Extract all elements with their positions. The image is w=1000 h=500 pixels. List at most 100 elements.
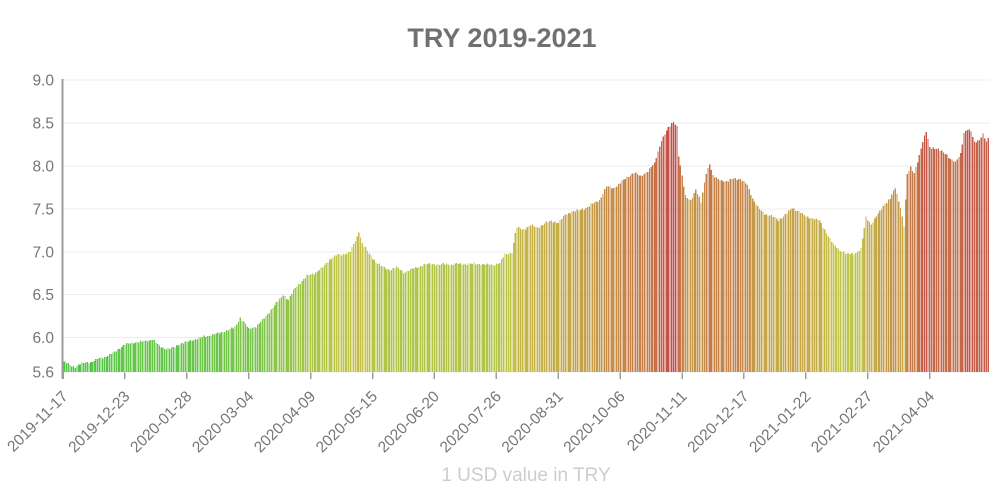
bar (801, 212, 804, 372)
bar (542, 224, 544, 372)
bar (794, 210, 797, 372)
bar (918, 155, 921, 372)
bar (714, 177, 716, 372)
bar (635, 172, 637, 372)
bar (435, 265, 437, 372)
bar (88, 363, 90, 372)
bar (296, 286, 298, 372)
bar (377, 264, 379, 372)
bar (347, 251, 350, 372)
bar (965, 131, 967, 372)
bar (650, 167, 652, 372)
bar (879, 210, 881, 372)
bar (308, 275, 310, 372)
bar (776, 218, 778, 372)
bar (81, 362, 83, 372)
bar (463, 264, 465, 372)
bar (366, 250, 369, 372)
bar (549, 220, 551, 372)
bar (693, 192, 695, 372)
bar (217, 332, 219, 372)
bar (652, 164, 654, 372)
bar (506, 254, 508, 372)
bar (425, 264, 427, 372)
axes (61, 79, 931, 379)
bar (427, 263, 429, 372)
bar (731, 179, 733, 372)
bar (263, 318, 265, 372)
bar (468, 263, 470, 372)
bar (452, 265, 455, 372)
bar (430, 264, 432, 372)
bar (891, 194, 893, 372)
bar (762, 212, 764, 372)
bar (249, 328, 252, 372)
bar (781, 218, 783, 372)
bar (984, 138, 986, 372)
bar (602, 194, 604, 372)
bar (490, 264, 492, 372)
bar (977, 140, 979, 372)
bar (843, 251, 845, 372)
bar (628, 176, 630, 372)
bar (676, 126, 678, 372)
bar (514, 233, 516, 372)
bar (985, 141, 988, 372)
bar (172, 347, 174, 372)
bar (444, 264, 446, 372)
bar (564, 214, 566, 372)
bar (745, 183, 747, 372)
bar (373, 259, 375, 372)
bar (256, 324, 259, 372)
bar (616, 186, 618, 372)
bar (375, 262, 377, 372)
bar (561, 218, 563, 372)
bar (72, 366, 75, 372)
bar (225, 330, 228, 372)
bar (456, 263, 458, 372)
bar (636, 174, 639, 372)
y-axis-label: 6.0 (32, 330, 54, 347)
bar (958, 156, 960, 372)
bar (344, 254, 346, 372)
bar (806, 216, 809, 372)
bar (786, 213, 788, 372)
bar (844, 253, 847, 372)
bar (298, 284, 300, 372)
x-axis-label: 2019-12-23 (65, 388, 133, 456)
bar (927, 139, 929, 372)
bar (86, 362, 88, 372)
bar (384, 267, 386, 372)
bar (604, 189, 606, 372)
bar (791, 208, 793, 372)
bar (201, 337, 204, 372)
bar (318, 270, 320, 372)
bar (700, 202, 702, 372)
bar (212, 334, 214, 372)
bar (315, 272, 317, 372)
bar (329, 259, 331, 372)
bar (370, 254, 372, 372)
bar (949, 158, 951, 372)
bar (213, 334, 216, 372)
bar (559, 219, 561, 372)
bar (868, 222, 871, 372)
bar (947, 157, 950, 372)
bar (870, 224, 872, 372)
bar (664, 134, 666, 372)
bar (67, 363, 69, 372)
bar (516, 227, 518, 372)
bar (531, 224, 534, 372)
bar (874, 218, 876, 372)
bar (987, 138, 989, 372)
bar (822, 227, 824, 372)
bar (521, 229, 523, 372)
bar (906, 173, 908, 372)
bar (158, 345, 161, 372)
bar (533, 226, 535, 372)
bar (289, 296, 291, 372)
bar (853, 254, 855, 372)
y-axis-label: 7.5 (32, 201, 54, 218)
bar (454, 263, 456, 372)
bar (492, 264, 494, 372)
